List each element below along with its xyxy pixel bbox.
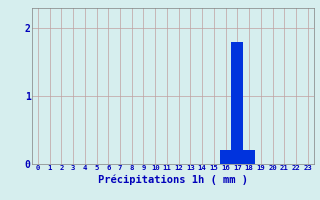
Bar [231, 42, 243, 164]
Bar [243, 150, 255, 164]
X-axis label: Précipitations 1h ( mm ): Précipitations 1h ( mm ) [98, 174, 248, 185]
Bar [220, 150, 231, 164]
